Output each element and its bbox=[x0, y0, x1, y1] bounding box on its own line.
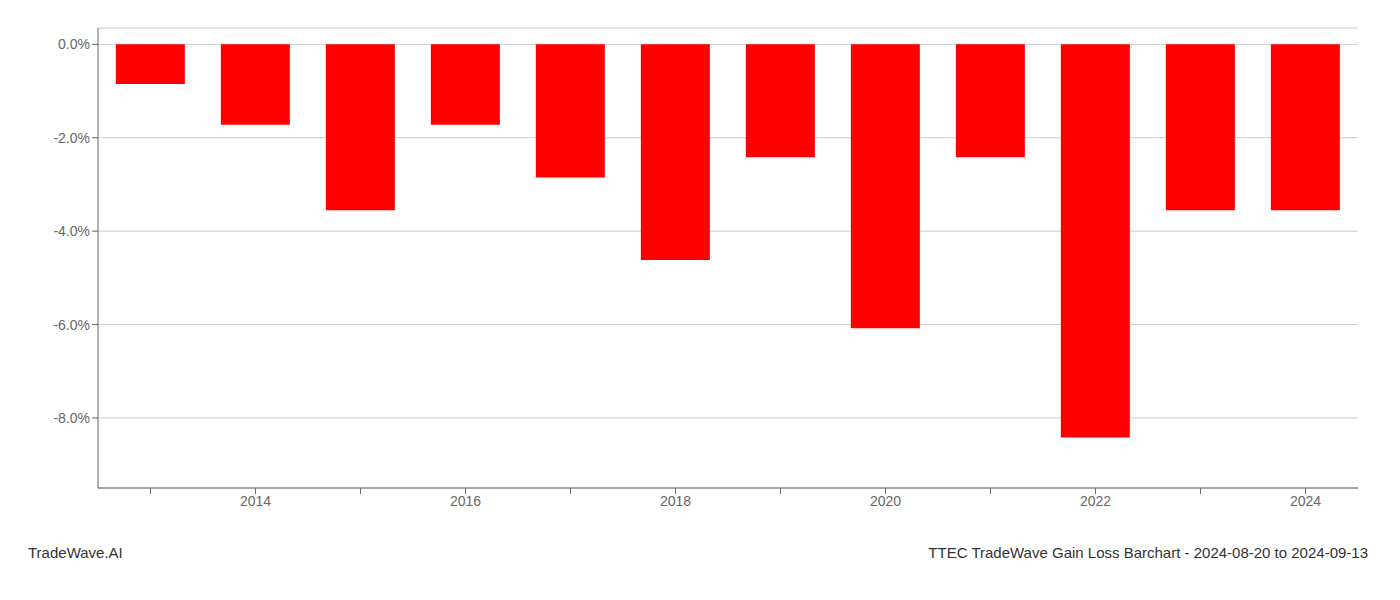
svg-text:-2.0%: -2.0% bbox=[53, 130, 90, 146]
svg-text:2022: 2022 bbox=[1080, 493, 1111, 509]
svg-text:-4.0%: -4.0% bbox=[53, 223, 90, 239]
svg-text:2020: 2020 bbox=[870, 493, 901, 509]
svg-text:-8.0%: -8.0% bbox=[53, 410, 90, 426]
html-text:TradeWave.AI: TradeWave.AI bbox=[28, 544, 123, 561]
svg-text:2014: 2014 bbox=[240, 493, 271, 509]
svg-text:2024: 2024 bbox=[1290, 493, 1321, 509]
svg-text:2018: 2018 bbox=[660, 493, 691, 509]
svg-text:2016: 2016 bbox=[450, 493, 481, 509]
svg-text:-6.0%: -6.0% bbox=[53, 317, 90, 333]
svg-text:0.0%: 0.0% bbox=[58, 36, 90, 52]
html-text:TTEC TradeWave Gain Loss Barch: TTEC TradeWave Gain Loss Barchart - 2024… bbox=[928, 544, 1368, 561]
